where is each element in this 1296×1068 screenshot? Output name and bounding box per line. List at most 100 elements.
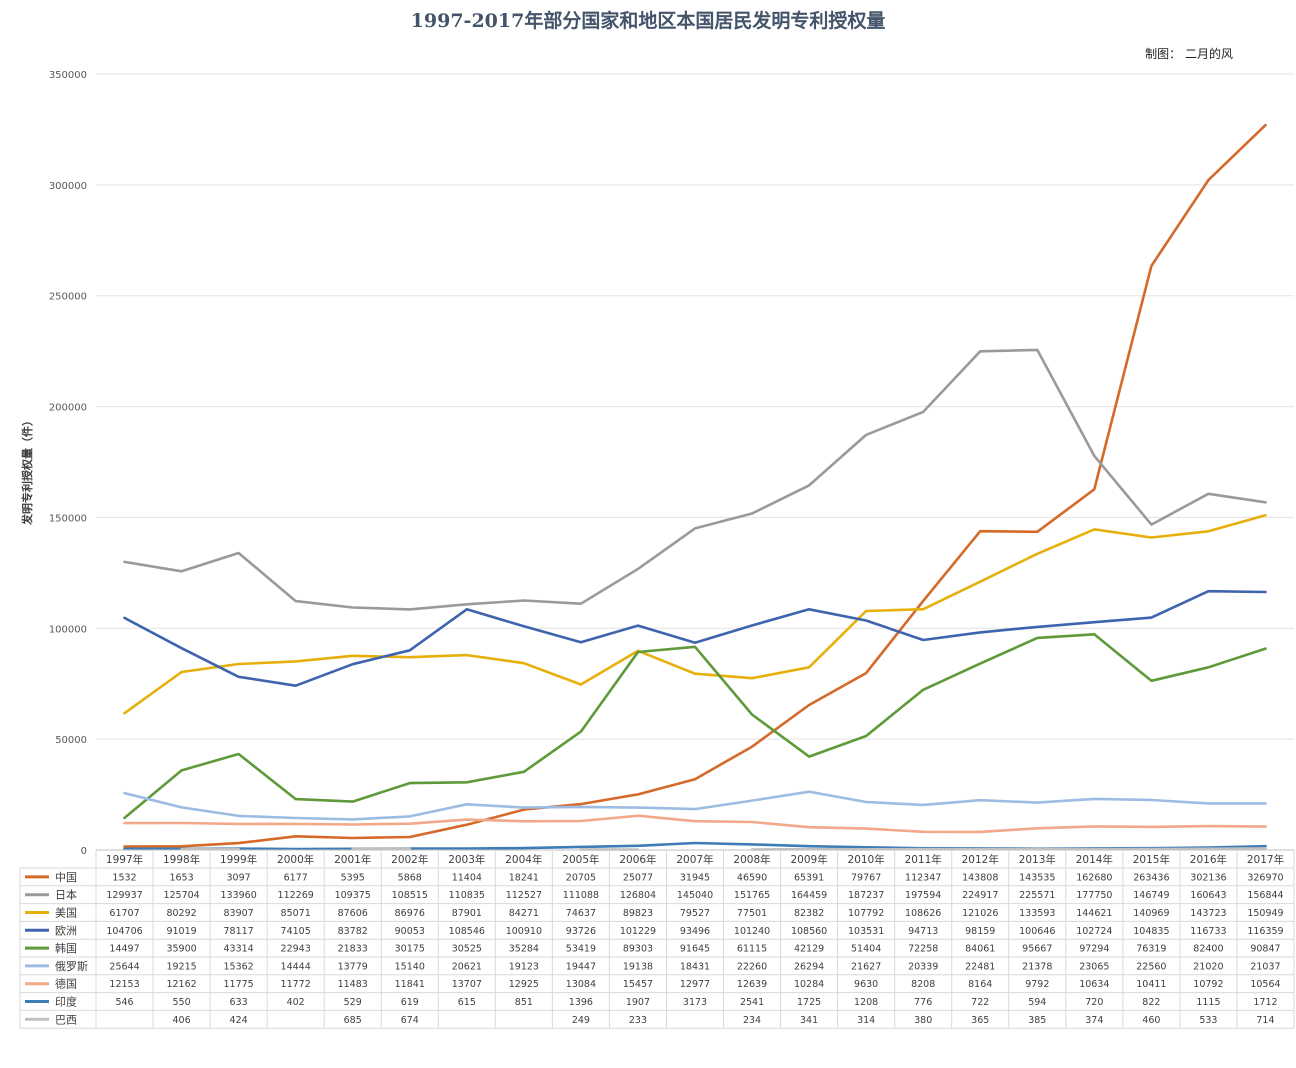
table-cell-value: 104706: [106, 926, 142, 937]
x-category-label: 2006年: [619, 853, 656, 866]
table-cell-value: 93726: [566, 926, 596, 937]
legend-label: 日本: [55, 888, 77, 902]
table-cell-value: 121026: [962, 908, 998, 919]
x-category-label: 2001年: [334, 853, 371, 866]
table-cell-value: 65391: [794, 872, 824, 883]
table-cell-value: 126804: [620, 890, 656, 901]
table-cell-value: 26294: [794, 961, 824, 972]
chart-credit: 制图： 二月的风: [1145, 46, 1233, 61]
table-cell-value: 177750: [1076, 890, 1112, 901]
table-cell-value: 22481: [965, 961, 995, 972]
x-category-label: 2011年: [905, 853, 942, 866]
y-tick-labels: 0 50000 100000 150000 200000 250000 300000 3500…: [49, 70, 87, 857]
table-cell-value: 5868: [398, 872, 422, 883]
table-cell-value: 156844: [1247, 890, 1283, 901]
table-cell-value: 326970: [1247, 872, 1283, 883]
table-cell-value: 1208: [854, 997, 878, 1008]
table-cell-value: 85071: [281, 908, 311, 919]
table-cell-value: 11775: [224, 979, 254, 990]
table-cell-value: 9630: [854, 979, 878, 990]
table-cell-value: 35284: [509, 944, 539, 955]
table-cell-value: 76319: [1136, 944, 1166, 955]
table-cell-value: 776: [914, 997, 932, 1008]
table-cell-value: 8164: [968, 979, 992, 990]
table-cell-value: 80292: [166, 908, 196, 919]
table-cell-value: 225571: [1019, 890, 1055, 901]
table-cell-value: 43314: [224, 944, 254, 955]
table-cell-value: 30525: [452, 944, 482, 955]
table-cell-value: 101229: [620, 926, 656, 937]
table-cell-value: 35900: [166, 944, 196, 955]
y-tick-label: 250000: [49, 292, 87, 303]
table-cell-value: 74105: [281, 926, 311, 937]
series-line-5: [123, 790, 1267, 821]
table-cell-value: 851: [515, 997, 533, 1008]
table-cell-value: 133960: [220, 890, 256, 901]
table-cell-value: 79527: [680, 908, 710, 919]
table-cell-value: 100646: [1019, 926, 1055, 937]
x-category-label: 2003年: [448, 853, 485, 866]
table-cell-value: 109375: [335, 890, 371, 901]
table-cell-value: 86976: [395, 908, 425, 919]
x-category-label: 2017年: [1247, 853, 1284, 866]
table-cell-value: 21627: [851, 961, 881, 972]
table-cell-value: 11772: [281, 979, 311, 990]
table-cell-value: 15362: [224, 961, 254, 972]
table-cell-value: 374: [1085, 1015, 1103, 1026]
table-cell-value: 234: [743, 1015, 761, 1026]
table-cell-value: 233: [629, 1015, 647, 1026]
table-cell-value: 10411: [1136, 979, 1166, 990]
table-cell-value: 84271: [509, 908, 539, 919]
table-cell-value: 406: [173, 1015, 191, 1026]
table-cell-value: 15140: [395, 961, 425, 972]
table-cell-value: 90847: [1250, 944, 1280, 955]
legend-label: 韩国: [55, 941, 77, 955]
table-cell-value: 25077: [623, 872, 653, 883]
table-cell-value: 2541: [740, 997, 764, 1008]
table-cell-value: 84061: [965, 944, 995, 955]
table-cell-value: 22943: [281, 944, 311, 955]
table-cell-value: 107792: [848, 908, 884, 919]
series-line-1: [123, 348, 1267, 611]
table-cell-value: 20621: [452, 961, 482, 972]
table-cell-value: 102724: [1076, 926, 1112, 937]
table-cell-value: 13707: [452, 979, 482, 990]
table-cell-value: 5395: [341, 872, 365, 883]
table-cell-value: 162680: [1076, 872, 1112, 883]
table-cell-value: 13084: [566, 979, 596, 990]
x-category-label: 2016年: [1190, 853, 1227, 866]
table-cell-value: 129937: [106, 890, 142, 901]
table-cell-value: 1532: [112, 872, 136, 883]
table-cell-value: 615: [458, 997, 476, 1008]
table-cell-value: 98159: [965, 926, 995, 937]
table-cell-value: 144621: [1076, 908, 1112, 919]
table-cell-value: 79767: [851, 872, 881, 883]
legend-label: 德国: [55, 977, 77, 991]
chart-title: 1997-2017年部分国家和地区本国居民发明专利授权量: [411, 9, 886, 32]
grid-lines: [96, 73, 1294, 851]
table-cell-value: 116733: [1190, 926, 1226, 937]
series-lines: [123, 123, 1267, 851]
table-cell-value: 143808: [962, 872, 998, 883]
series-line-8: [180, 847, 1267, 851]
x-category-label: 2007年: [676, 853, 713, 866]
legend-label: 巴西: [55, 1013, 77, 1026]
table-cell-value: 263436: [1133, 872, 1169, 883]
x-category-label: 2012年: [962, 853, 999, 866]
table-cell-value: 146749: [1133, 890, 1169, 901]
y-tick-label: 0: [81, 846, 87, 857]
series-line-3: [123, 589, 1267, 687]
table-cell-value: 249: [572, 1015, 590, 1026]
table-cell-value: 10792: [1193, 979, 1223, 990]
table-cell-value: 8208: [911, 979, 935, 990]
table-cell-value: 61707: [109, 908, 139, 919]
table-cell-value: 133593: [1019, 908, 1055, 919]
table-cell-value: 82400: [1193, 944, 1223, 955]
table-cell-value: 112347: [905, 872, 941, 883]
series-line-4: [123, 633, 1267, 820]
table-cell-value: 112269: [278, 890, 314, 901]
y-tick-label: 100000: [49, 624, 87, 635]
table-cell-value: 10564: [1250, 979, 1280, 990]
table-cell-value: 74637: [566, 908, 596, 919]
